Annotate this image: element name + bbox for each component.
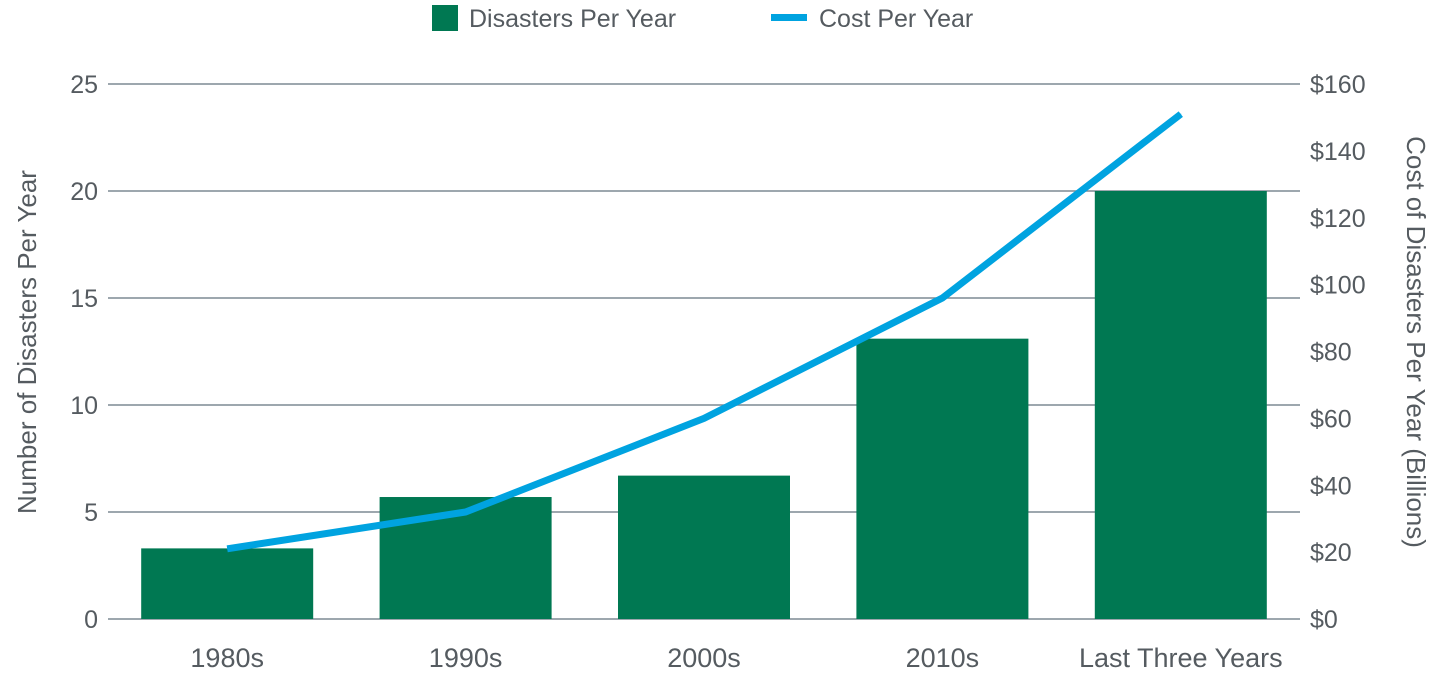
x-tick-label: 1980s [190,643,264,673]
legend-swatch-bars [432,5,458,31]
y-tick-label-right: $120 [1310,205,1366,233]
y-tick-label-left: 20 [70,178,98,206]
y-tick-label-left: 0 [84,606,98,634]
x-tick-label: Last Three Years [1079,643,1283,673]
x-tick-label: 1990s [429,643,503,673]
y-axis-title-left: Number of Disasters Per Year [12,170,42,514]
bar [856,338,1029,619]
y-tick-label-left: 10 [70,392,98,420]
bar [618,475,790,619]
right-axis-ticks: $0 $20 $40 $60 $80 $100 $120 $140 $160 [1310,71,1366,634]
y-tick-label-right: $100 [1310,272,1366,300]
legend-label-bars: Disasters Per Year [469,5,676,33]
legend-swatch-line [771,14,807,21]
y-tick-label-right: $60 [1310,405,1352,433]
x-axis-labels: 1980s 1990s 2000s 2010s Last Three Years [190,643,1282,673]
cost-point [941,297,943,299]
y-tick-label-left: 15 [70,285,98,313]
x-tick-label: 2010s [906,643,980,673]
bar-series [141,191,1267,619]
left-axis-ticks: 0 5 10 15 20 25 [70,71,98,634]
y-tick-label-right: $0 [1310,606,1338,634]
y-tick-label-right: $80 [1310,339,1352,367]
y-tick-label-right: $20 [1310,539,1352,567]
y-tick-label-right: $140 [1310,138,1366,166]
y-tick-label-right: $40 [1310,472,1352,500]
cost-point [465,511,467,513]
legend-label-line: Cost Per Year [819,5,973,33]
line-series [226,111,1183,553]
cost-point [1180,113,1182,115]
bar [1094,191,1267,619]
y-tick-label-left: 5 [84,499,98,527]
legend: Disasters Per Year Cost Per Year [432,5,973,33]
x-tick-label: 2000s [667,643,741,673]
cost-point [703,417,705,419]
cost-point [226,548,228,550]
bar [141,548,314,619]
y-tick-label-left: 25 [70,71,98,99]
y-axis-title-right: Cost of Disasters Per Year (Billions) [1401,136,1431,548]
y-tick-label-right: $160 [1310,71,1366,99]
